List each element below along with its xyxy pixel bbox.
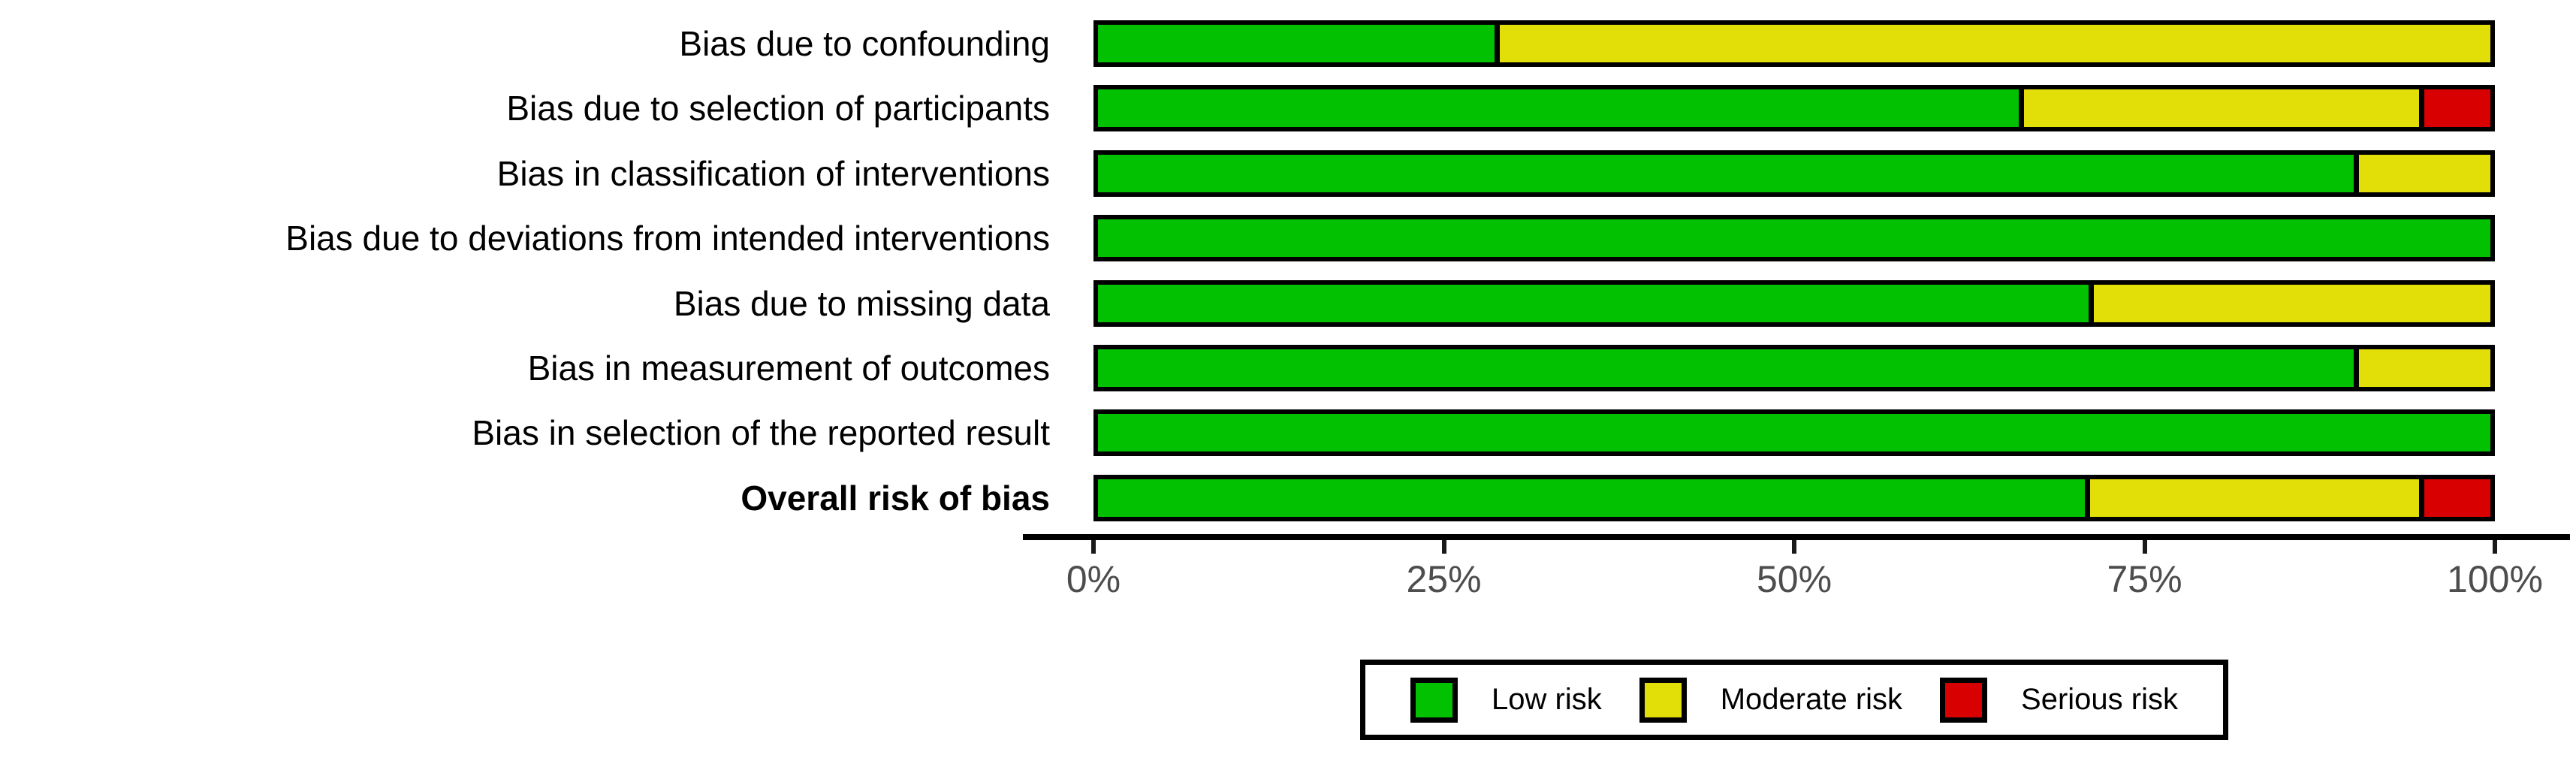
bar-segment-serious-risk [2418, 479, 2490, 517]
x-tick-mark [2493, 540, 2497, 554]
stacked-bar [1093, 85, 2495, 132]
bar-segment-low-risk [1098, 89, 2019, 128]
chart-row: Bias due to selection of participants [0, 85, 2576, 132]
legend-swatch-low-risk [1410, 677, 1458, 723]
stacked-bar [1093, 409, 2495, 457]
legend-label-moderate-risk: Moderate risk [1720, 683, 1903, 716]
category-label-bias-due-to-missing-data: Bias due to missing data [673, 283, 1050, 323]
chart-row: Bias due to confounding [0, 20, 2576, 67]
x-tick-label-25: 25% [1406, 558, 1482, 600]
legend-swatch-serious-risk [1940, 677, 1988, 723]
stacked-bar [1093, 149, 2495, 197]
category-label-bias-due-to-selection-of-participants: Bias due to selection of participants [506, 89, 1050, 128]
chart-row: Bias in classification of interventions [0, 149, 2576, 197]
legend-item-serious-risk: Serious risk [1940, 677, 2178, 723]
legend-swatch-moderate-risk [1639, 677, 1687, 723]
bar-segment-moderate-risk [2353, 154, 2490, 192]
category-label-bias-due-to-deviations-from-intended-interventions: Bias due to deviations from intended int… [285, 219, 1050, 258]
category-label-bias-in-classification-of-interventions: Bias in classification of interventions [496, 153, 1050, 193]
legend-label-low-risk: Low risk [1492, 683, 1602, 716]
x-axis-line [1023, 534, 2570, 540]
chart-row: Bias due to missing data [0, 279, 2576, 327]
x-tick-mark [1792, 540, 1796, 554]
x-tick-mark [1091, 540, 1096, 554]
bar-segment-moderate-risk [2088, 284, 2490, 322]
bar-segment-moderate-risk [2353, 349, 2490, 387]
chart-row: Overall risk of bias [0, 474, 2576, 521]
x-tick-label-100: 100% [2447, 558, 2543, 600]
bar-segment-low-risk [1098, 154, 2354, 192]
legend: Low risk Moderate risk Serious risk [1360, 660, 2228, 740]
bar-segment-moderate-risk [1495, 25, 2490, 62]
bar-segment-low-risk [1098, 479, 2085, 517]
category-label-bias-in-measurement-of-outcomes: Bias in measurement of outcomes [527, 349, 1050, 388]
legend-item-moderate-risk: Moderate risk [1639, 677, 1903, 723]
x-tick-label-0: 0% [1066, 558, 1121, 600]
bar-segment-low-risk [1098, 219, 2490, 258]
bar-segment-moderate-risk [2019, 89, 2419, 128]
legend-label-serious-risk: Serious risk [2021, 683, 2178, 716]
stacked-bar [1093, 20, 2495, 67]
category-label-overall-risk-of-bias: Overall risk of bias [741, 478, 1050, 518]
chart-row: Bias due to deviations from intended int… [0, 215, 2576, 262]
x-tick-mark [2142, 540, 2147, 554]
chart-row: Bias in measurement of outcomes [0, 345, 2576, 391]
stacked-bar [1093, 215, 2495, 262]
bar-segment-low-risk [1098, 414, 2490, 452]
bar-segment-moderate-risk [2084, 479, 2419, 517]
stacked-bar [1093, 345, 2495, 391]
x-tick-mark [1441, 540, 1446, 554]
bar-segment-low-risk [1098, 25, 1495, 62]
chart-row: Bias in selection of the reported result [0, 409, 2576, 457]
bar-segment-serious-risk [2418, 89, 2490, 128]
x-tick-label-50: 50% [1756, 558, 1832, 600]
x-tick-label-75: 75% [2107, 558, 2182, 600]
category-label-bias-due-to-confounding: Bias due to confounding [679, 24, 1050, 63]
stacked-bar [1093, 279, 2495, 327]
bar-segment-low-risk [1098, 284, 2089, 322]
legend-item-low-risk: Low risk [1410, 677, 1602, 723]
stacked-bar [1093, 474, 2495, 521]
category-label-bias-in-selection-of-the-reported-result: Bias in selection of the reported result [472, 413, 1050, 453]
bar-segment-low-risk [1098, 349, 2354, 387]
